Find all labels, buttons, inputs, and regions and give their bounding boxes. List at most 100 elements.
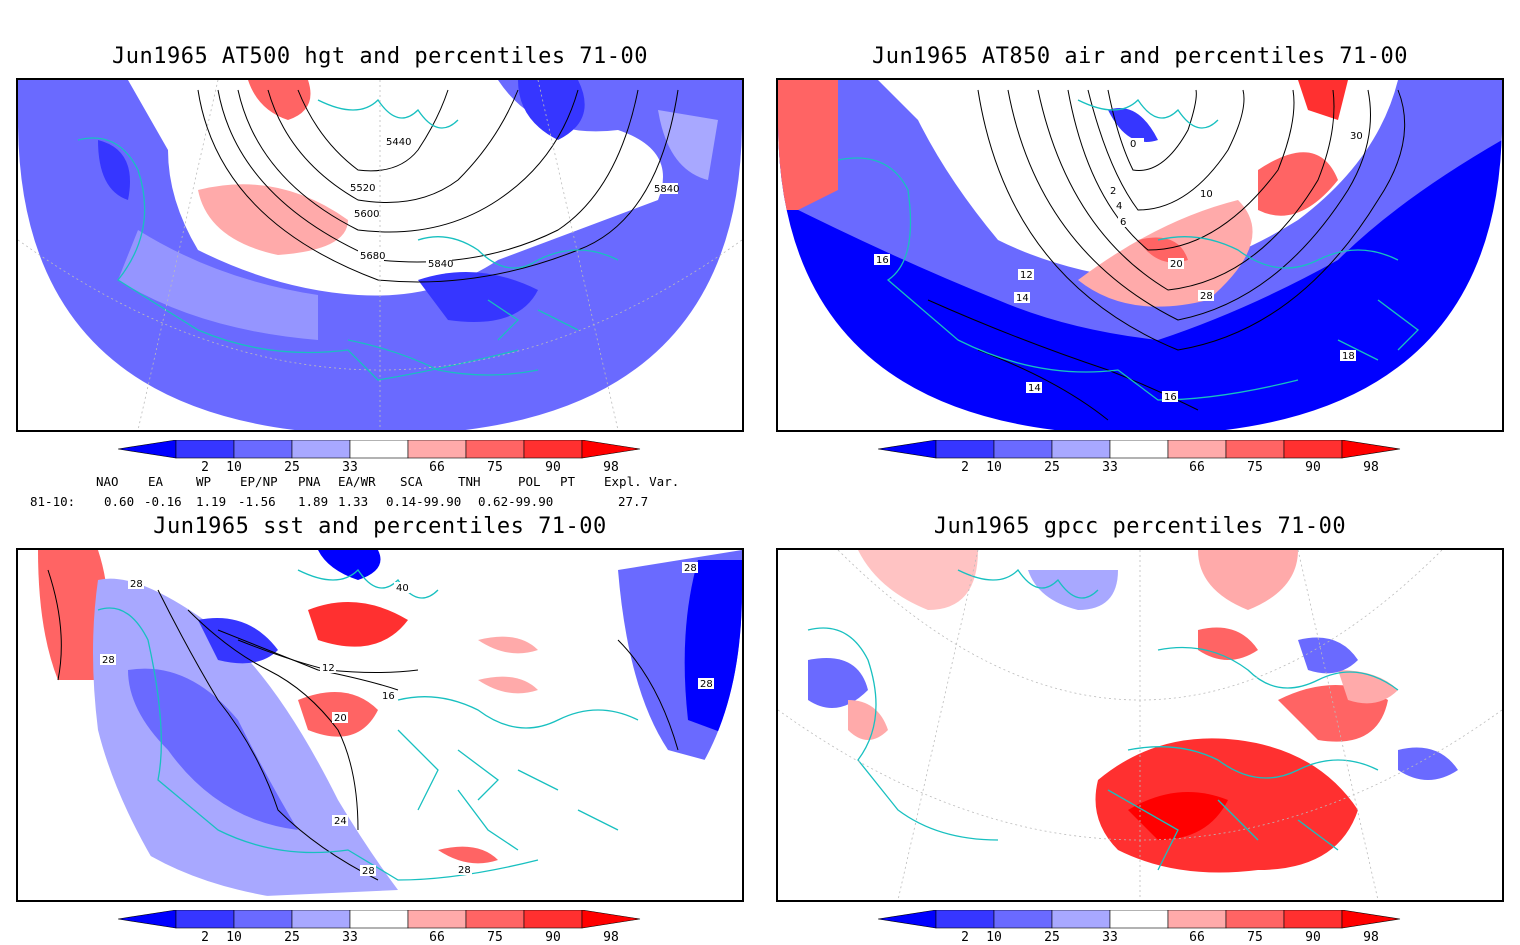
panel-1-title: Jun1965 AT500 hgt and percentiles 71-00 <box>111 44 649 69</box>
colorbar-tick-label: 75 <box>487 930 503 945</box>
indices-header-cell: Expl. Var. <box>604 474 680 489</box>
colorbar-above-98-triangle <box>1341 909 1401 929</box>
colorbar-segment <box>349 909 409 929</box>
colorbar-tick-label: 66 <box>1189 930 1205 945</box>
p3-label-8: 28 <box>700 679 713 690</box>
colorbar-tick-label: 90 <box>545 930 561 945</box>
p1-label-2: 5680 <box>360 251 385 262</box>
p2-label-11: 14 <box>1028 383 1041 394</box>
colorbar-above-98-triangle <box>1341 439 1401 459</box>
indices-header-cell: PT <box>560 474 576 489</box>
colorbar-segment <box>1051 439 1111 459</box>
p3-label-6: 28 <box>362 866 375 877</box>
colorbar-segment <box>935 909 995 929</box>
panel-3-map: 28 28 12 16 20 24 28 28 28 40 28 <box>16 548 744 902</box>
colorbar-segment <box>1109 909 1169 929</box>
colorbar-segment <box>291 439 351 459</box>
p1-label-1: 5600 <box>354 209 379 220</box>
colorbar-tick-label: 75 <box>1247 930 1263 945</box>
colorbar-tick-label: 98 <box>1363 930 1379 945</box>
colorbar-tick-label: 90 <box>1305 930 1321 945</box>
indices-header-cell: WP <box>196 474 212 489</box>
colorbar-tick-label: 2 <box>201 930 209 945</box>
colorbar-tick-label: 25 <box>284 930 300 945</box>
p3-label-7: 28 <box>684 563 697 574</box>
indices-header-cell: SCA <box>400 474 423 489</box>
colorbar-tick-label: 90 <box>545 460 561 475</box>
colorbar-tick-label: 98 <box>603 930 619 945</box>
colorbar-above-98-triangle <box>581 439 641 459</box>
p2-label-4: 10 <box>1200 189 1213 200</box>
colorbar-segment <box>291 909 351 929</box>
p3-label-9: 40 <box>396 583 409 594</box>
colorbar-1: 2 10 25 33 66 75 90 98 <box>117 439 648 476</box>
p2-label-12: 16 <box>1164 392 1177 403</box>
colorbar-segment <box>175 909 235 929</box>
indices-header-cell: EA <box>148 474 164 489</box>
colorbar-tick-label: 10 <box>226 930 242 945</box>
colorbar-tick-label: 25 <box>1044 930 1060 945</box>
indices-value-cell: 0.14-99.90 <box>386 494 462 509</box>
colorbar-segment <box>233 909 293 929</box>
colorbar-below-2-triangle <box>877 439 937 459</box>
indices-table: NAO EA WP EP/NP PNA EA/WR SCA TNH POL PT Expl. Var… <box>0 474 760 514</box>
colorbar-segment <box>523 439 583 459</box>
colorbar-tick-label: 2 <box>961 460 969 475</box>
p2-label-5: 12 <box>1020 270 1033 281</box>
colorbar-below-2-triangle <box>877 909 937 929</box>
panel-4-map <box>776 548 1504 902</box>
colorbar-segment <box>1283 909 1343 929</box>
indices-value-cell: 0.62-99.90 <box>478 494 554 509</box>
colorbar-segment <box>175 439 235 459</box>
p3-label-2: 12 <box>322 663 335 674</box>
p1-label-4: 5840 <box>654 184 679 195</box>
indices-row-label: 81-10: <box>30 494 76 509</box>
colorbar-segment <box>935 439 995 459</box>
colorbar-tick-label: 66 <box>429 460 445 475</box>
indices-value-cell: -0.16 <box>144 494 182 509</box>
colorbar-segment <box>993 909 1053 929</box>
colorbar-tick-label: 2 <box>961 930 969 945</box>
colorbar-segment <box>1283 439 1343 459</box>
colorbar-segment <box>1167 909 1227 929</box>
panel-2-title: Jun1965 AT850 air and percentiles 71-00 <box>871 44 1409 69</box>
p2-label-9: 30 <box>1350 131 1363 142</box>
colorbar-2: 2 10 25 33 66 75 90 98 <box>877 439 1408 476</box>
indices-value-cell: -1.56 <box>238 494 276 509</box>
indices-header-cell: EA/WR <box>338 474 376 489</box>
indices-header-cell: EP/NP <box>240 474 278 489</box>
indices-value-cell: 1.33 <box>338 494 369 509</box>
p2-label-7: 20 <box>1170 259 1183 270</box>
p1-label-5: 5440 <box>386 137 411 148</box>
colorbar-segment <box>1225 439 1285 459</box>
p2-label-6: 14 <box>1016 293 1029 304</box>
p2-label-8: 28 <box>1200 291 1213 302</box>
colorbar-tick-label: 33 <box>1102 460 1118 475</box>
colorbar-below-2-triangle <box>117 439 177 459</box>
colorbar-3: 2 10 25 33 66 75 90 98 <box>117 909 648 945</box>
colorbar-tick-label: 10 <box>226 460 242 475</box>
p1-label-0: 5520 <box>350 183 375 194</box>
colorbar-tick-label: 2 <box>201 460 209 475</box>
colorbar-tick-label: 33 <box>342 460 358 475</box>
indices-header-cell: TNH <box>458 474 481 489</box>
colorbar-tick-label: 66 <box>1189 460 1205 475</box>
p3-label-4: 20 <box>334 713 347 724</box>
p3-label-3: 16 <box>382 691 395 702</box>
panel-4-title: Jun1965 gpcc percentiles 71-00 <box>933 514 1347 539</box>
colorbar-tick-label: 25 <box>1044 460 1060 475</box>
colorbar-segment <box>523 909 583 929</box>
colorbar-segment <box>1225 909 1285 929</box>
panel-2-map: 0 2 4 6 10 12 14 20 28 30 16 14 16 18 <box>776 78 1504 432</box>
colorbar-tick-label: 90 <box>1305 460 1321 475</box>
indices-value-cell: 1.89 <box>298 494 329 509</box>
panel-1-map: 5520 5600 5680 5840 5840 5440 <box>16 78 744 432</box>
colorbar-tick-label: 33 <box>1102 930 1118 945</box>
indices-header-cell: PNA <box>298 474 321 489</box>
p3-label-5: 24 <box>334 816 347 827</box>
colorbar-4: 2 10 25 33 66 75 90 98 <box>877 909 1408 945</box>
panel-3-title: Jun1965 sst and percentiles 71-00 <box>153 514 607 539</box>
colorbar-below-2-triangle <box>117 909 177 929</box>
p3-label-0: 28 <box>130 579 143 590</box>
colorbar-tick-label: 10 <box>986 460 1002 475</box>
